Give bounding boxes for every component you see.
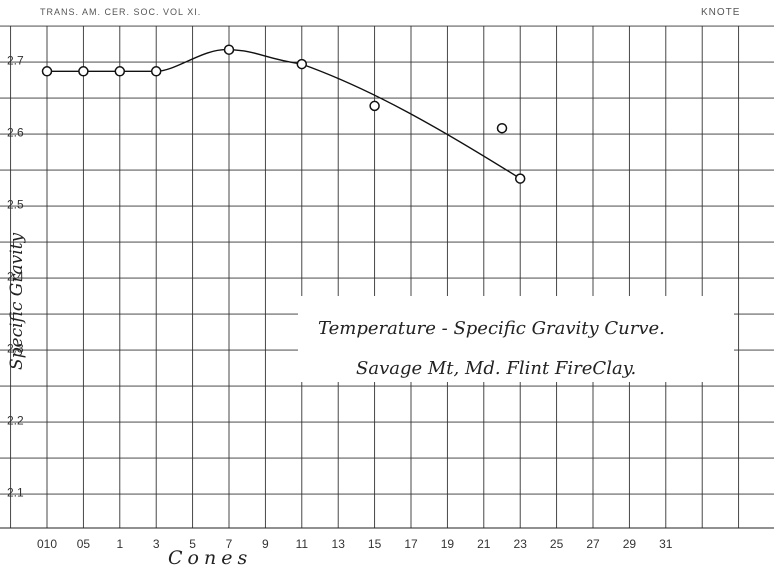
x-tick-label: 11 [296, 537, 309, 551]
x-tick-label: 3 [153, 537, 160, 551]
y-tick-label: 2.2 [7, 414, 24, 428]
data-point [496, 122, 508, 134]
y-tick-label: 2.1 [7, 486, 24, 500]
x-tick-label: 23 [514, 537, 528, 551]
y-tick-label: 2.4 [7, 270, 24, 284]
author-header: KNOTE [701, 7, 740, 18]
y-tick-label: 2.3 [7, 342, 24, 356]
x-tick-label: 29 [623, 537, 637, 551]
data-point [223, 44, 235, 55]
y-tick-label: 2.7 [7, 54, 24, 68]
data-point [114, 66, 126, 77]
x-tick-label: 1 [116, 537, 123, 551]
chart-title: Temperature - Specific Gravity Curve. [318, 318, 665, 339]
y-axis-label: Specific Gravity [7, 232, 27, 370]
x-tick-label: 010 [37, 537, 57, 551]
x-tick-label: 05 [77, 537, 91, 551]
x-tick-label: 19 [441, 537, 455, 551]
data-point [514, 173, 526, 184]
data-point [296, 58, 308, 70]
data-points [41, 44, 526, 184]
y-tick-labels: 2.7 2.6 2.5 2.4 2.3 2.2 2.1 [7, 54, 24, 500]
x-tick-label: 7 [226, 537, 233, 551]
x-tick-label: 5 [189, 537, 196, 551]
x-tick-label: 13 [332, 537, 346, 551]
y-tick-label: 2.5 [7, 198, 24, 212]
x-tick-label: 15 [368, 537, 382, 551]
x-tick-label: 9 [262, 537, 269, 551]
x-axis-label: Cones [168, 547, 252, 569]
x-tick-label: 25 [550, 537, 564, 551]
series-curve [47, 48, 521, 180]
title-box [298, 296, 734, 382]
data-point [41, 66, 53, 77]
journal-header: TRANS. AM. CER. SOC. VOL XI. [40, 7, 201, 17]
x-tick-label: 17 [404, 537, 418, 551]
chart-subtitle: Savage Mt, Md. Flint FireClay. [356, 358, 636, 379]
x-tick-label: 27 [586, 537, 600, 551]
y-tick-label: 2.6 [7, 126, 24, 140]
data-point [369, 100, 380, 112]
x-tick-label: 31 [659, 537, 673, 551]
data-point [150, 66, 162, 77]
data-point [78, 66, 89, 77]
x-tick-labels: 010 05 1 3 5 7 9 11 13 15 17 19 21 23 25 27 29 31 [37, 537, 673, 551]
x-tick-label: 21 [477, 537, 491, 551]
